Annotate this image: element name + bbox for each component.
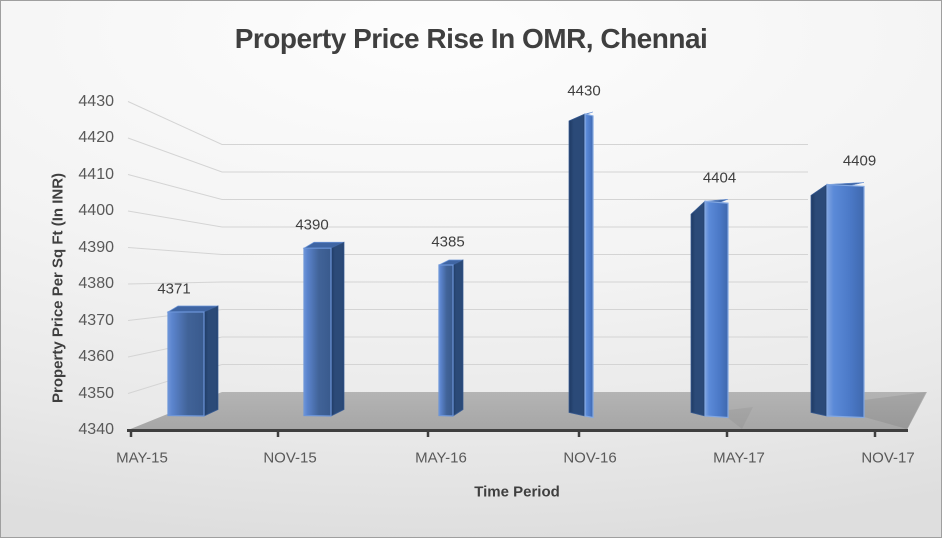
y-tick-label: 4340	[78, 421, 114, 438]
y-tick-label: 4350	[78, 384, 114, 402]
x-category-label: NOV-15	[263, 449, 317, 467]
y-tick-label: 4390	[78, 238, 114, 256]
bar-value-label: 4430	[567, 82, 601, 100]
gridlines	[127, 101, 808, 394]
x-category-label: NOV-16	[563, 449, 617, 467]
bar-NOV-16	[568, 111, 594, 419]
x-category-label: MAY-15	[116, 449, 168, 467]
y-tick-label: 4380	[78, 275, 114, 292]
bar-series	[166, 111, 865, 419]
y-tick-label: 4360	[78, 348, 114, 365]
bar-shadows	[728, 392, 926, 429]
bar-value-label: 4385	[431, 233, 465, 251]
bar-value-label: 4371	[157, 280, 191, 298]
x-axis-line	[127, 429, 908, 437]
x-category-label: NOV-17	[861, 449, 915, 467]
bar-MAY-15	[166, 305, 219, 417]
bar-MAY-16	[438, 259, 464, 417]
x-category-label: MAY-16	[415, 449, 467, 467]
chart-title: Property Price Rise In OMR, Chennai	[234, 23, 708, 54]
x-category-label: MAY-17	[713, 449, 765, 467]
bar-NOV-17	[810, 182, 865, 419]
y-tick-label: 4370	[78, 311, 114, 329]
y-tick-label: 4400	[78, 202, 114, 219]
y-tick-label: 4430	[78, 92, 114, 110]
x-axis-title: Time Period	[474, 483, 560, 501]
bar-MAY-17	[690, 198, 729, 419]
bar-NOV-15	[302, 241, 345, 417]
y-tick-label: 4410	[78, 165, 114, 183]
chart-floor	[128, 392, 927, 430]
bar-value-label: 4409	[842, 152, 877, 170]
bar-value-label: 4390	[295, 216, 329, 234]
bar-value-label: 4404	[702, 169, 737, 187]
y-tick-label: 4420	[78, 129, 114, 146]
